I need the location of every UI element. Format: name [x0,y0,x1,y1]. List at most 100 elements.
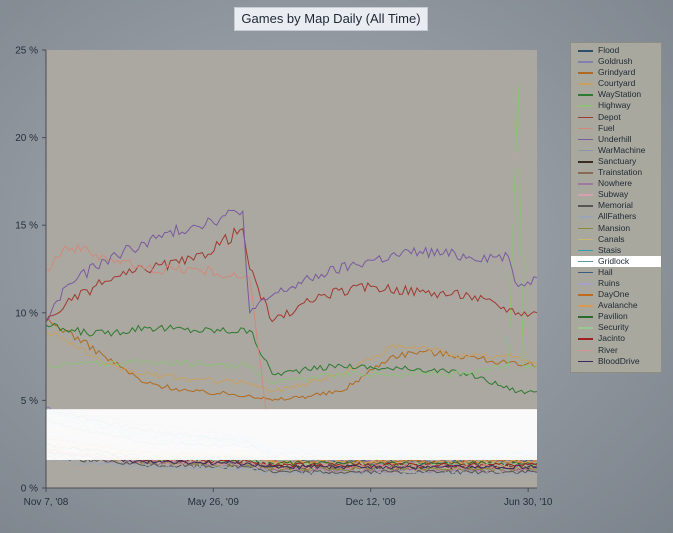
legend-swatch [578,227,593,230]
legend-swatch [578,271,593,274]
legend-label: Stasis [598,244,622,255]
legend-item-dayone[interactable]: DayOne [571,289,661,300]
legend-swatch [578,360,593,363]
legend-label: Flood [598,45,620,55]
legend-label: Pavilion [598,311,628,322]
legend-label: WarMachine [598,144,646,155]
legend-label: Goldrush [598,56,633,67]
series-line-highway [45,84,538,385]
legend-item-goldrush[interactable]: Goldrush [571,56,661,67]
legend-swatch [578,327,593,329]
legend-swatch [578,216,593,218]
legend-item-pavilion[interactable]: Pavilion [571,311,661,322]
series-line-nowhere [45,452,538,474]
legend-swatch [578,294,593,296]
legend-item-depot[interactable]: Depot [571,112,661,123]
legend-item-fuel[interactable]: Fuel [571,123,661,134]
legend-item-jacinto[interactable]: Jacinto [571,333,661,344]
legend-swatch [578,249,593,252]
legend-item-security[interactable]: Security [571,322,661,333]
legend-item-river[interactable]: River [571,345,661,356]
legend-item-gridlock[interactable]: Gridlock [571,255,661,267]
legend-item-underhill[interactable]: Underhill [571,134,661,145]
legend-label: Grindyard [598,67,636,78]
legend-item-warmachine[interactable]: WarMachine [571,145,661,156]
legend-label: BloodDrive [598,355,640,366]
legend-swatch [578,138,593,141]
legend-item-subway[interactable]: Subway [571,189,661,200]
legend-item-trainstation[interactable]: Trainstation [571,167,661,178]
legend-item-mansion[interactable]: Mansion [571,223,661,234]
legend-swatch [578,149,593,152]
legend-item-waystation[interactable]: WayStation [571,89,661,100]
series-line-allfathers [45,458,538,477]
legend-label: Gridlock [598,255,630,266]
legend-label: Security [598,322,629,333]
legend-label: Hail [598,266,613,277]
legend-item-avalanche[interactable]: Avalanche [571,300,661,311]
legend-swatch [578,194,593,196]
legend-item-canals[interactable]: Canals [571,234,661,245]
x-tick-label: Nov 7, '08 [24,497,69,508]
legend-swatch [578,282,593,285]
legend-label: Canals [598,233,625,244]
legend-item-grindyard[interactable]: Grindyard [571,67,661,78]
axes-layer: 0 % 5 % 10 % 15 % 20 % 25 % Nov 7, '08 May 26, … [15,46,553,509]
legend-item-sanctuary[interactable]: Sanctuary [571,156,661,167]
legend-label: Nowhere [598,178,633,189]
legend-label: Courtyard [598,78,636,89]
y-tick-label: 15 % [15,221,38,232]
legend-swatch [578,316,593,318]
x-tick-label: Jun 30, '10 [504,497,553,508]
legend-item-nowhere[interactable]: Nowhere [571,178,661,189]
legend-item-memorial[interactable]: Memorial [571,200,661,211]
legend-label: DayOne [598,289,630,300]
chart-title: Games by Map Daily (All Time) [234,7,428,31]
legend-item-blooddrive[interactable]: BloodDrive [571,356,661,367]
legend-label: Subway [598,189,629,200]
highlight-band [46,409,537,460]
legend-label: Memorial [598,200,633,211]
legend-label: Ruins [598,277,620,288]
legend-label: WayStation [598,89,642,100]
y-tick-label: 20 % [15,133,38,144]
legend-swatch [578,205,593,207]
legend-item-stasis[interactable]: Stasis [571,245,661,256]
legend-item-ruins[interactable]: Ruins [571,278,661,289]
legend-label: Underhill [598,133,632,144]
legend-item-hail[interactable]: Hail [571,267,661,278]
legend-label: River [598,344,618,355]
legend-swatch [578,305,593,307]
series-line-underhill [45,209,538,322]
legend-swatch [578,61,593,63]
series-line-grindyard [45,318,538,401]
legend-swatch [578,105,593,108]
legend-label: Highway [598,100,631,111]
legend-item-flood[interactable]: Flood [571,45,661,56]
legend-swatch [578,50,593,52]
legend: Flood Goldrush Grindyard Courtyard WayStatio… [570,42,662,373]
legend-swatch [578,72,593,74]
legend-swatch [578,94,593,96]
legend-item-highway[interactable]: Highway [571,100,661,111]
legend-item-allfathers[interactable]: AllFathers [571,211,661,222]
legend-label: Jacinto [598,333,625,344]
legend-swatch [578,83,593,85]
legend-label: Fuel [598,122,615,133]
legend-swatch [578,116,593,119]
legend-item-courtyard[interactable]: Courtyard [571,78,661,89]
series-line-courtyard [45,330,538,393]
y-tick-label: 10 % [15,308,38,319]
y-tick-label: 25 % [15,46,38,57]
legend-swatch [578,183,593,185]
legend-swatch [578,172,593,174]
series-line-depot [45,226,538,323]
legend-label: Sanctuary [598,155,637,166]
legend-label: AllFathers [598,211,637,222]
legend-swatch [578,127,593,130]
x-tick-label: May 26, '09 [188,497,240,508]
legend-swatch [578,260,593,263]
legend-swatch [578,338,593,341]
legend-label: Trainstation [598,167,643,178]
